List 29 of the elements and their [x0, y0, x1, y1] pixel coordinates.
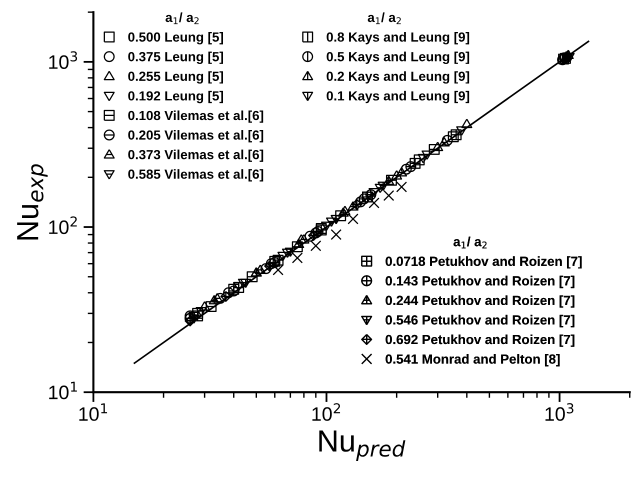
- legend-label: 0.546 Petukhov and Roizen [7]: [386, 314, 574, 328]
- legend-label: 0.5 Kays and Leung [9]: [326, 52, 470, 64]
- legend-label: 0.108 Vilemas et al.[6]: [128, 110, 264, 123]
- legend-label: 0.8 Kays and Leung [9]: [326, 32, 470, 44]
- legend-label: 0.244 Petukhov and Roizen [7]: [386, 295, 574, 308]
- legend-label: 0.255 Leung [5]: [128, 71, 224, 84]
- legend-label: 0.375 Leung [5]: [128, 52, 224, 64]
- legend-label: 0.192 Leung [5]: [128, 90, 224, 104]
- y-tick-label: 10$^{2}$: [49, 216, 77, 234]
- legend-label: 0.205 Vilemas et al.[6]: [128, 130, 264, 142]
- legend-label: 0.541 Monrad and Pelton [8]: [386, 354, 560, 366]
- legend-label: 0.2 Kays and Leung [9]: [326, 71, 470, 84]
- legend-label: 0.0718 Petukhov and Roizen [7]: [386, 256, 582, 269]
- x-axis-title: Nu$_{pred}$: [319, 430, 406, 461]
- legend-title: a$_{1}$/ a$_{2}$: [166, 12, 199, 24]
- legend-label: 0.373 Vilemas et al.[6]: [128, 150, 264, 162]
- y-tick-label: 10$^{3}$: [49, 51, 78, 69]
- y-axis-title: Nu$_{exp}$: [17, 164, 48, 240]
- legend-label: 0.143 Petukhov and Roizen [7]: [386, 276, 574, 288]
- x-tick-label: 10$^{3}$: [546, 403, 574, 421]
- x-tick-label: 10$^{1}$: [79, 403, 108, 421]
- legend-label: 0.692 Petukhov and Roizen [7]: [386, 334, 574, 347]
- legend-label: 0.500 Leung [5]: [128, 32, 224, 44]
- legend-label: 0.585 Vilemas et al.[6]: [128, 169, 264, 182]
- text: a$_{1}$/ a$_{2}$: [368, 12, 401, 24]
- legend-label: 0.1 Kays and Leung [9]: [326, 90, 470, 104]
- x-tick-label: 10$^{2}$: [312, 403, 340, 421]
- text: a$_{1}$/ a$_{2}$: [454, 236, 487, 248]
- y-tick-label: 10$^{1}$: [49, 382, 77, 400]
